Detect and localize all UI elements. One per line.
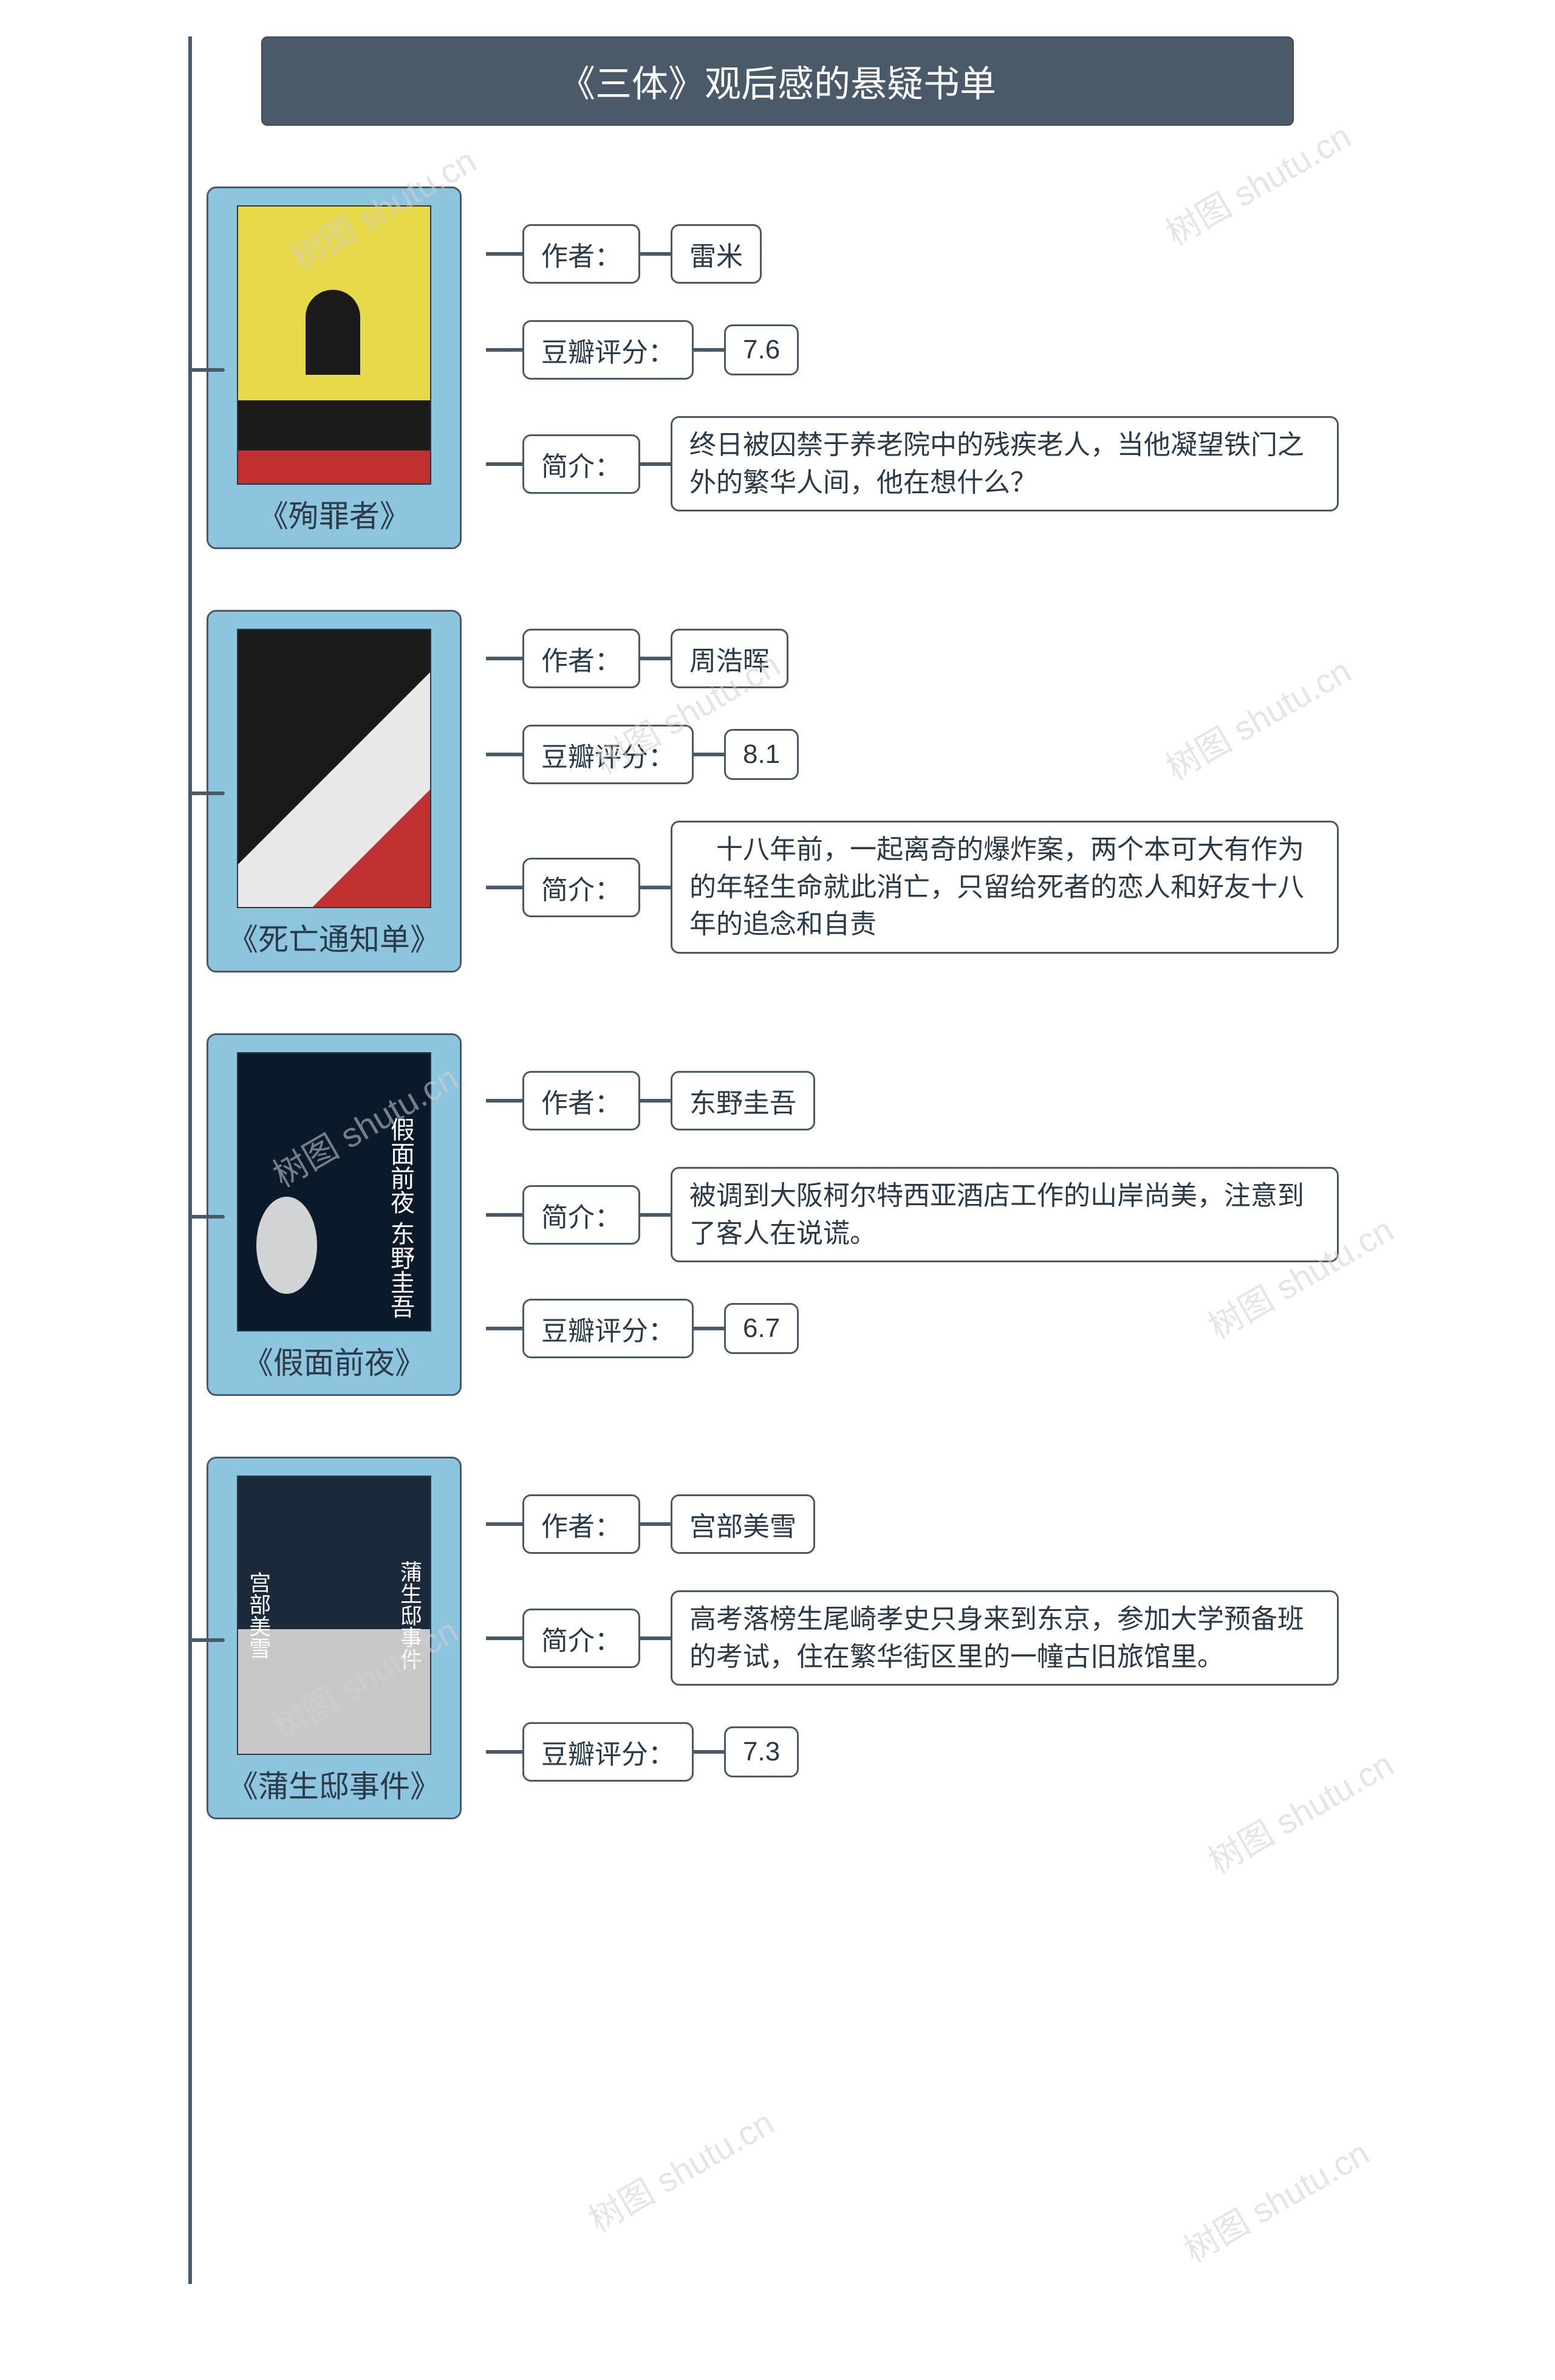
- book-title: 《殉罪者》: [223, 497, 445, 536]
- connector-line: [640, 252, 671, 256]
- attr-label: 豆瓣评分：: [522, 1722, 694, 1782]
- attr-value: 雷米: [671, 224, 762, 284]
- attr-value: 十八年前，一起离奇的爆炸案，两个本可大有作为的年轻生命就此消亡，只留给死者的恋人…: [671, 821, 1339, 954]
- attr-value: 6.7: [724, 1303, 799, 1354]
- connector-line: [694, 753, 724, 756]
- attr-label: 作者：: [522, 1071, 640, 1130]
- books-list: 《殉罪者》作者：雷米豆瓣评分：7.6简介：终日被囚禁于养老院中的残疾老人，当他凝…: [49, 162, 1506, 1819]
- connector-line: [640, 886, 671, 889]
- book-card: 《殉罪者》: [207, 186, 462, 549]
- connector-line: [640, 1099, 671, 1103]
- attr-row-intro: 简介： 十八年前，一起离奇的爆炸案，两个本可大有作为的年轻生命就此消亡，只留给死…: [486, 821, 1339, 954]
- connector-line: [640, 1522, 671, 1526]
- attr-row-intro: 简介： 高考落榜生尾崎孝史只身来到东京，参加大学预备班的考试，住在繁华街区里的一幢…: [486, 1590, 1339, 1686]
- book-cover: 宫部美雪蒲生邸事件: [237, 1476, 431, 1755]
- attr-label: 简介：: [522, 1609, 640, 1668]
- attr-value: 宫部美雪: [671, 1494, 815, 1554]
- book-title: 《死亡通知单》: [223, 920, 445, 960]
- branch-connector: [188, 1638, 225, 1642]
- connector-line: [486, 252, 522, 256]
- connector-line: [486, 1750, 522, 1754]
- attr-label: 作者：: [522, 224, 640, 284]
- connector-line: [486, 657, 522, 660]
- book-cover: [237, 629, 431, 908]
- book-attributes: 作者： 周浩晖豆瓣评分： 8.1 简介： 十八年前，一起离奇的爆炸案，两个本可大有作为…: [486, 629, 1339, 954]
- connector-line: [486, 1213, 522, 1217]
- connector-line: [486, 1636, 522, 1640]
- book-card: 《死亡通知单》: [207, 610, 462, 973]
- attr-row-rating: 豆瓣评分： 7.6: [486, 320, 1339, 380]
- attr-value: 7.6: [724, 324, 799, 375]
- attr-label: 简介：: [522, 434, 640, 494]
- book-cover: 假面前夜 东野圭吾: [237, 1052, 431, 1332]
- connector-line: [486, 886, 522, 889]
- attr-value: 8.1: [724, 729, 799, 780]
- attr-value: 终日被囚禁于养老院中的残疾老人，当他凝望铁门之外的繁华人间，他在想什么？: [671, 416, 1339, 511]
- attr-label: 简介：: [522, 858, 640, 917]
- book-card: 宫部美雪蒲生邸事件《蒲生邸事件》: [207, 1457, 462, 1819]
- book-attributes: 作者： 宫部美雪简介： 高考落榜生尾崎孝史只身来到东京，参加大学预备班的考试，住在繁…: [486, 1494, 1339, 1782]
- attr-row-intro: 简介： 终日被囚禁于养老院中的残疾老人，当他凝望铁门之外的繁华人间，他在想什么？: [486, 416, 1339, 511]
- connector-line: [640, 462, 671, 466]
- attr-value: 被调到大阪柯尔特西亚酒店工作的山岸尚美，注意到了客人在说谎。: [671, 1167, 1339, 1262]
- attr-value: 高考落榜生尾崎孝史只身来到东京，参加大学预备班的考试，住在繁华街区里的一幢古旧旅…: [671, 1590, 1339, 1686]
- watermark-text: 树图 shutu.cn: [1174, 2127, 1376, 2272]
- attr-row-rating: 豆瓣评分： 7.3: [486, 1722, 1339, 1782]
- mindmap-diagram: 《三体》观后感的悬疑书单 《殉罪者》作者：雷米豆瓣评分：7.6简介：终日被囚禁于…: [49, 36, 1506, 1819]
- book-cover: [237, 205, 431, 485]
- attr-row-rating: 豆瓣评分： 6.7: [486, 1299, 1339, 1358]
- attr-label: 豆瓣评分：: [522, 725, 694, 784]
- connector-line: [486, 462, 522, 466]
- attr-row-author: 作者： 宫部美雪: [486, 1494, 1339, 1554]
- book-card: 假面前夜 东野圭吾《假面前夜》: [207, 1033, 462, 1396]
- attr-label: 作者：: [522, 629, 640, 688]
- connector-line: [640, 1213, 671, 1217]
- attr-row-author: 作者： 东野圭吾: [486, 1071, 1339, 1130]
- book-node: 《死亡通知单》 作者： 周浩晖豆瓣评分： 8.1 简介： 十八年前，一起离奇的爆炸案，两…: [207, 610, 1506, 973]
- main-trunk-line: [188, 36, 192, 2284]
- connector-line: [486, 348, 522, 352]
- attr-label: 豆瓣评分：: [522, 320, 694, 380]
- attr-label: 豆瓣评分：: [522, 1299, 694, 1358]
- branch-connector: [188, 1215, 225, 1219]
- connector-line: [486, 1327, 522, 1330]
- connector-line: [640, 657, 671, 660]
- book-node: 《殉罪者》 作者： 雷米豆瓣评分： 7.6 简介： 终日被囚禁于养老院中的残疾老人，当他凝…: [207, 186, 1506, 549]
- book-attributes: 作者： 雷米豆瓣评分： 7.6 简介： 终日被囚禁于养老院中的残疾老人，当他凝望铁门之外…: [486, 224, 1339, 511]
- book-node: 假面前夜 东野圭吾《假面前夜》 作者： 东野圭吾简介： 被调到大阪柯尔特西亚酒店工作的…: [207, 1033, 1506, 1396]
- diagram-title: 《三体》观后感的悬疑书单: [261, 36, 1294, 126]
- attr-row-author: 作者： 雷米: [486, 224, 1339, 284]
- branch-connector: [188, 792, 225, 795]
- attr-label: 作者：: [522, 1494, 640, 1554]
- connector-line: [694, 1327, 724, 1330]
- connector-line: [486, 753, 522, 756]
- branch-connector: [188, 368, 225, 372]
- attr-value: 周浩晖: [671, 629, 788, 688]
- attr-value: 7.3: [724, 1726, 799, 1777]
- connector-line: [694, 1750, 724, 1754]
- connector-line: [640, 1636, 671, 1640]
- attr-row-intro: 简介： 被调到大阪柯尔特西亚酒店工作的山岸尚美，注意到了客人在说谎。: [486, 1167, 1339, 1262]
- attr-row-author: 作者： 周浩晖: [486, 629, 1339, 688]
- book-attributes: 作者： 东野圭吾简介： 被调到大阪柯尔特西亚酒店工作的山岸尚美，注意到了客人在说谎。…: [486, 1071, 1339, 1358]
- attr-row-rating: 豆瓣评分： 8.1: [486, 725, 1339, 784]
- connector-line: [486, 1522, 522, 1526]
- book-title: 《假面前夜》: [223, 1344, 445, 1383]
- connector-line: [486, 1099, 522, 1103]
- connector-line: [694, 348, 724, 352]
- attr-value: 东野圭吾: [671, 1071, 815, 1130]
- book-node: 宫部美雪蒲生邸事件《蒲生邸事件》作者：宫部美雪简介：高考落榜生尾崎孝史只身来到东…: [207, 1457, 1506, 1819]
- watermark-text: 树图 shutu.cn: [578, 2096, 781, 2242]
- book-title: 《蒲生邸事件》: [223, 1767, 445, 1807]
- attr-label: 简介：: [522, 1185, 640, 1245]
